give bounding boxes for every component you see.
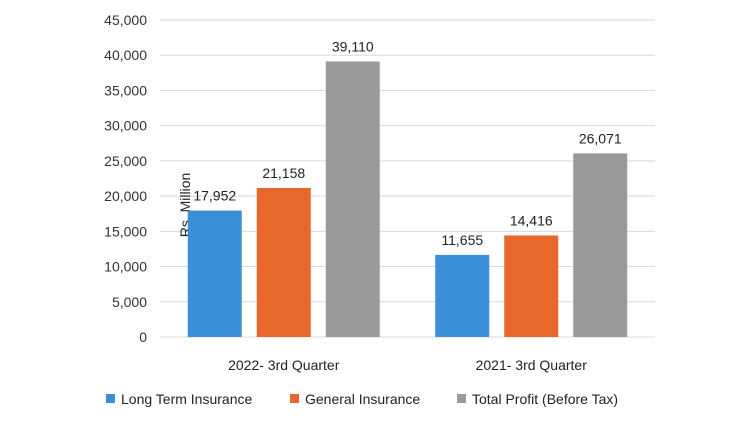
bar: [435, 254, 490, 337]
bar: [256, 187, 311, 337]
bar: [504, 235, 559, 337]
x-category-label: 2021- 3rd Quarter: [476, 357, 588, 373]
data-label: 14,416: [510, 212, 553, 228]
y-tick-label: 20,000: [104, 188, 147, 204]
data-label: 39,110: [332, 38, 374, 54]
legend-entry: Total Profit (Before Tax): [472, 391, 618, 407]
legend-swatch: [106, 394, 115, 403]
y-tick-label: 10,000: [104, 259, 147, 275]
bar: [187, 210, 242, 337]
data-label: 17,952: [193, 188, 236, 204]
y-tick-label: 40,000: [104, 47, 147, 63]
bar: [325, 61, 380, 337]
x-category-label: 2022- 3rd Quarter: [228, 357, 340, 373]
data-label: 11,655: [441, 232, 483, 248]
legend-swatch: [457, 394, 466, 403]
y-tick-label: 25,000: [104, 153, 147, 169]
y-tick-label: 0: [139, 329, 147, 345]
data-label: 26,071: [579, 130, 622, 146]
y-tick-label: 30,000: [104, 118, 147, 134]
y-tick-label: 15,000: [104, 223, 147, 239]
bar: [573, 153, 628, 337]
legend-entry: Long Term Insurance: [121, 391, 252, 407]
y-tick-label: 45,000: [104, 12, 147, 28]
data-label: 21,158: [262, 165, 305, 181]
legend-swatch: [290, 394, 299, 403]
legend-entry: General Insurance: [305, 391, 420, 407]
y-tick-label: 5,000: [112, 294, 147, 310]
y-tick-label: 35,000: [104, 82, 147, 98]
